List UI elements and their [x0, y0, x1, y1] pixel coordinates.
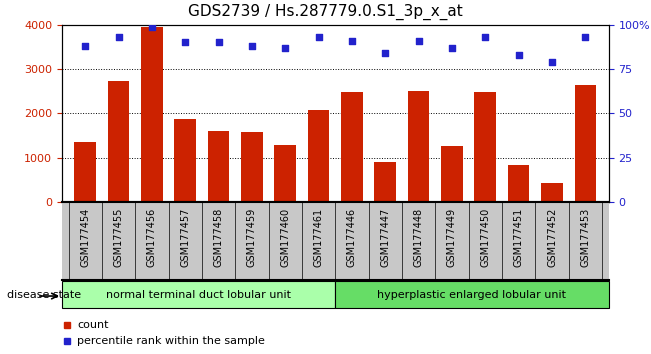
- Point: [280, 45, 290, 51]
- Text: GSM177453: GSM177453: [580, 208, 590, 267]
- Point: [247, 43, 257, 49]
- Text: GSM177457: GSM177457: [180, 208, 190, 267]
- Point: [113, 34, 124, 40]
- Text: GSM177452: GSM177452: [547, 208, 557, 267]
- Text: GSM177455: GSM177455: [113, 208, 124, 267]
- Text: normal terminal duct lobular unit: normal terminal duct lobular unit: [106, 290, 291, 300]
- Text: percentile rank within the sample: percentile rank within the sample: [77, 336, 265, 346]
- Bar: [308, 110, 329, 202]
- Point: [380, 50, 391, 56]
- Text: GSM177458: GSM177458: [214, 208, 223, 267]
- Point: [580, 34, 590, 40]
- Text: GSM177459: GSM177459: [247, 208, 257, 267]
- Point: [447, 45, 457, 51]
- Point: [313, 34, 324, 40]
- Text: GSM177460: GSM177460: [280, 208, 290, 267]
- Text: GSM177446: GSM177446: [347, 208, 357, 267]
- Text: GSM177461: GSM177461: [314, 208, 324, 267]
- Point: [80, 43, 90, 49]
- Bar: [475, 92, 496, 202]
- Point: [514, 52, 524, 58]
- Bar: [335, 281, 609, 308]
- Text: GSM177449: GSM177449: [447, 208, 457, 267]
- Text: GDS2739 / Hs.287779.0.S1_3p_x_at: GDS2739 / Hs.287779.0.S1_3p_x_at: [188, 4, 463, 20]
- Text: GSM177448: GSM177448: [413, 208, 424, 267]
- Text: GSM177451: GSM177451: [514, 208, 523, 267]
- Bar: [541, 183, 563, 202]
- Text: GSM177450: GSM177450: [480, 208, 490, 267]
- Text: GSM177456: GSM177456: [147, 208, 157, 267]
- Text: disease state: disease state: [7, 290, 81, 300]
- Bar: [275, 145, 296, 202]
- Bar: [141, 27, 163, 202]
- Bar: [508, 166, 529, 202]
- Point: [413, 38, 424, 44]
- Point: [180, 40, 191, 45]
- Text: count: count: [77, 320, 108, 330]
- Point: [146, 24, 157, 29]
- Text: hyperplastic enlarged lobular unit: hyperplastic enlarged lobular unit: [378, 290, 566, 300]
- Point: [547, 59, 557, 65]
- Bar: [62, 281, 335, 308]
- Point: [480, 34, 490, 40]
- Bar: [241, 132, 263, 202]
- Bar: [208, 131, 229, 202]
- Bar: [575, 85, 596, 202]
- Point: [214, 40, 224, 45]
- Bar: [107, 81, 130, 202]
- Text: GSM177447: GSM177447: [380, 208, 391, 267]
- Bar: [408, 91, 430, 202]
- Point: [347, 38, 357, 44]
- Text: GSM177454: GSM177454: [80, 208, 90, 267]
- Bar: [374, 162, 396, 202]
- Bar: [174, 120, 196, 202]
- Bar: [441, 146, 463, 202]
- Bar: [74, 142, 96, 202]
- Bar: [341, 92, 363, 202]
